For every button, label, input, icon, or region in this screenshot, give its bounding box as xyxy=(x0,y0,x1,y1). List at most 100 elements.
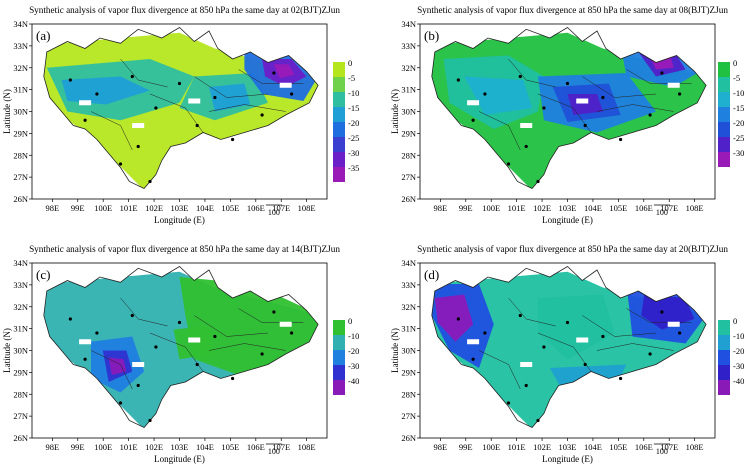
county-boundary xyxy=(582,315,657,337)
x-tick-label: 100E xyxy=(482,442,500,452)
x-tick-label: 103E xyxy=(559,442,577,452)
x-tick-label: 108E xyxy=(686,442,704,452)
chart-panel-3: Synthetic analysis of vapor flux diverge… xyxy=(2,244,359,464)
station-dot xyxy=(483,92,487,96)
station-dot xyxy=(542,106,546,110)
station-dot xyxy=(136,383,140,388)
station-dot xyxy=(660,71,664,75)
legend-swatch xyxy=(718,137,730,152)
station-dot xyxy=(95,92,99,96)
contour-region xyxy=(464,76,533,115)
legend-label: -40 xyxy=(733,376,744,386)
station-dot xyxy=(456,317,460,321)
station-dot xyxy=(619,137,623,142)
chart-panel-4: Synthetic analysis of vapor flux diverge… xyxy=(390,244,744,464)
province-outline xyxy=(431,266,707,428)
x-tick-label: 98E xyxy=(433,442,447,452)
legend-label: -30 xyxy=(348,361,359,371)
county-boundary xyxy=(208,104,286,112)
station-dot xyxy=(601,334,605,339)
x-tick-label: 108E xyxy=(298,203,316,213)
legend-swatch xyxy=(333,92,345,107)
label-box xyxy=(467,100,480,106)
y-axis-label: Latitude (N) xyxy=(2,89,12,134)
y-tick-label: 29N xyxy=(13,128,28,138)
station-dot xyxy=(536,418,540,423)
county-boundary xyxy=(596,343,674,351)
x-tick-label: 99E xyxy=(459,442,473,452)
y-tick-label: 28N xyxy=(13,389,28,399)
x-tick-label: 102E xyxy=(145,203,163,213)
x-tick-label: 106E xyxy=(247,442,265,452)
x-tick-label: 99E xyxy=(459,203,473,213)
station-dot xyxy=(542,345,546,349)
x-tick-label: 105E xyxy=(609,203,627,213)
legend-label: -35 xyxy=(348,163,359,173)
legend-swatch xyxy=(333,365,345,380)
label-box xyxy=(667,321,680,327)
y-tick-label: 33N xyxy=(13,41,28,51)
station-dot xyxy=(177,320,182,325)
province-outline xyxy=(431,27,707,189)
legend-label: -15 xyxy=(733,103,744,113)
station-dot xyxy=(177,81,182,86)
x-tick-label: 102E xyxy=(145,442,163,452)
station-dot xyxy=(272,310,276,314)
legend-label: -10 xyxy=(348,88,359,98)
station-dot xyxy=(154,106,158,110)
county-boundary xyxy=(478,350,521,390)
province-outline xyxy=(43,266,319,428)
legend-swatch xyxy=(333,335,345,350)
y-tick-label: 31N xyxy=(401,85,416,95)
y-tick-label: 29N xyxy=(401,367,416,377)
y-tick-label: 30N xyxy=(13,346,28,356)
x-tick-label: 104E xyxy=(584,203,602,213)
y-tick-label: 30N xyxy=(13,107,28,117)
panel-label: (a) xyxy=(36,28,50,43)
x-tick-label: 101E xyxy=(508,203,526,213)
station-dot xyxy=(565,320,570,325)
county-boundary xyxy=(508,58,556,88)
scale-label: 100 xyxy=(656,208,668,217)
county-boundary xyxy=(596,104,674,112)
y-tick-label: 27N xyxy=(13,172,28,182)
x-tick-label: 104E xyxy=(196,442,214,452)
station-dot xyxy=(130,74,134,79)
legend-label: -5 xyxy=(348,73,355,83)
legend-label: -25 xyxy=(733,133,744,143)
legend-label: -10 xyxy=(348,331,359,341)
legend-swatch xyxy=(333,320,345,335)
y-tick-label: 32N xyxy=(401,63,416,73)
label-box xyxy=(279,82,292,88)
y-tick-label: 30N xyxy=(401,107,416,117)
station-dot xyxy=(601,95,605,100)
x-tick-label: 98E xyxy=(433,203,447,213)
label-box xyxy=(605,158,618,163)
y-tick-label: 26N xyxy=(13,433,28,443)
station-dot xyxy=(583,362,587,367)
legend-swatch xyxy=(718,380,730,395)
station-dot xyxy=(583,123,587,128)
chart-panel-2: Synthetic analysis of vapor flux diverge… xyxy=(390,5,744,225)
station-dot xyxy=(231,376,235,381)
y-tick-label: 29N xyxy=(13,367,28,377)
station-dot xyxy=(136,144,140,149)
y-tick-label: 28N xyxy=(13,150,28,160)
scale-label: 100 xyxy=(656,447,668,456)
x-tick-label: 106E xyxy=(635,442,653,452)
station-dot xyxy=(148,418,152,423)
legend-label: -20 xyxy=(348,346,359,356)
county-boundary xyxy=(120,297,168,327)
label-box xyxy=(217,158,230,163)
x-tick-label: 100E xyxy=(94,203,112,213)
chart-title: Synthetic analysis of vapor flux diverge… xyxy=(417,244,728,254)
station-dot xyxy=(471,357,475,361)
contour-fills xyxy=(431,32,707,189)
y-axis-label: Latitude (N) xyxy=(2,328,12,373)
legend-label: -20 xyxy=(733,118,744,128)
legend-swatch xyxy=(718,365,730,380)
station-dot xyxy=(518,74,522,79)
panel-label: (d) xyxy=(424,267,439,282)
legend-swatch xyxy=(333,137,345,152)
